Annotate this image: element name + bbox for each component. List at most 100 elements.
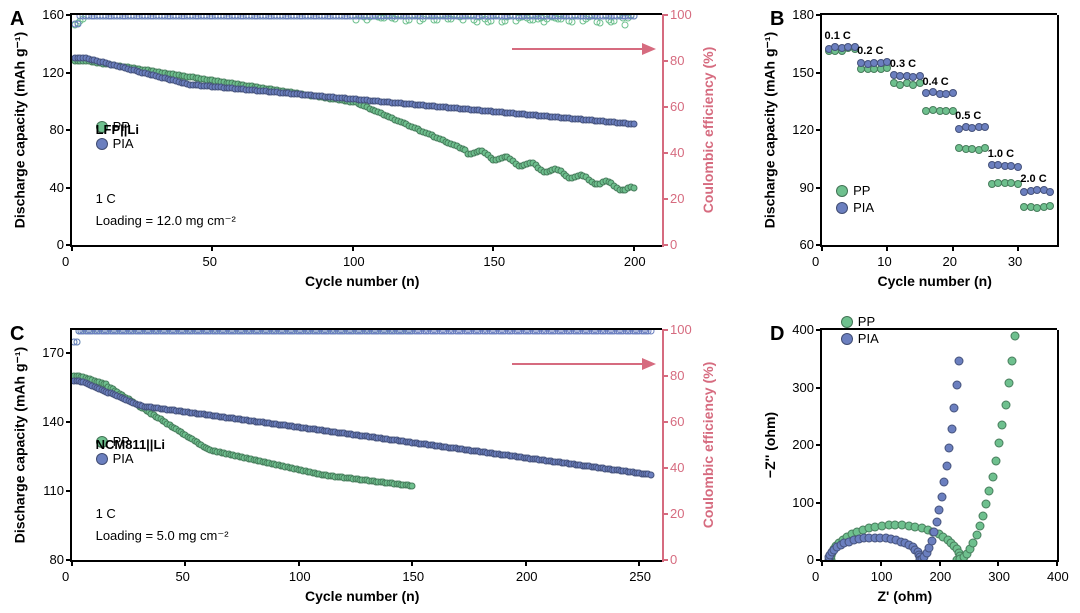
rate-label: 2.0 C — [1020, 173, 1046, 185]
legend-marker-icon — [841, 316, 853, 328]
arrow-indicator — [512, 363, 642, 365]
y-tick-label: 170 — [42, 345, 64, 360]
data-point — [981, 123, 989, 131]
data-point — [942, 462, 951, 471]
data-point — [569, 18, 576, 25]
data-point — [1014, 163, 1022, 171]
x-tick-label: 100 — [289, 569, 311, 584]
data-point — [630, 121, 637, 128]
data-point — [622, 22, 629, 29]
arrow-indicator — [512, 48, 642, 50]
x-tick-label: 30 — [1008, 254, 1022, 269]
x-tick-label: 0 — [812, 254, 819, 269]
x-tick-label: 400 — [1047, 569, 1069, 584]
panel-d-label: D — [770, 323, 784, 346]
data-point — [647, 471, 654, 478]
x-tick-label: 0 — [812, 569, 819, 584]
y-tick-label: 80 — [50, 552, 64, 567]
y2-tick-label: 60 — [670, 414, 684, 429]
legend-marker-icon — [96, 138, 108, 150]
panel-a-plot: 05010015020004080120160020406080100PPPIA… — [70, 15, 662, 247]
y2-tick-label: 40 — [670, 460, 684, 475]
figure: A B C D 05010015020004080120160020406080… — [0, 0, 1080, 613]
panel-a-label: A — [10, 8, 24, 31]
x-tick-label: 300 — [988, 569, 1010, 584]
data-point — [1046, 188, 1054, 196]
rate-label: 0.5 C — [955, 110, 981, 122]
y2-tick-label: 40 — [670, 145, 684, 160]
data-point — [972, 531, 981, 540]
legend-item: PP — [836, 183, 874, 198]
legend-item: PIA — [841, 331, 879, 346]
y2-tick-label: 100 — [670, 7, 692, 22]
y2-tick-label: 20 — [670, 191, 684, 206]
legend-marker-icon — [836, 202, 848, 214]
data-point — [927, 536, 936, 545]
y2-tick-label: 0 — [670, 552, 677, 567]
plot-annotation: Loading = 12.0 mg cm⁻² — [96, 213, 236, 229]
x-tick-label: 50 — [175, 569, 189, 584]
panel-c-xlabel: Cycle number (n) — [305, 588, 419, 604]
data-point — [952, 381, 961, 390]
panel-d-plot: 01002003004000100200300400PPPIA — [820, 330, 1057, 562]
data-point — [1011, 332, 1020, 341]
panel-b-label: B — [770, 8, 784, 31]
data-point — [73, 338, 80, 345]
data-point — [998, 420, 1007, 429]
plot-annotation: 1 C — [96, 506, 116, 521]
y-tick-label: 150 — [792, 65, 814, 80]
rate-label: 0.2 C — [857, 45, 883, 57]
y2-tick-label: 100 — [670, 322, 692, 337]
data-point — [975, 522, 984, 531]
legend-item: PP — [841, 314, 879, 329]
panel-d-xlabel: Z' (ohm) — [878, 588, 933, 604]
data-point — [1001, 400, 1010, 409]
data-point — [932, 517, 941, 526]
data-point — [930, 528, 939, 537]
plot-annotation: Loading = 5.0 mg cm⁻² — [96, 528, 229, 544]
panel-c-plot: 05010015020025080110140170020406080100PP… — [70, 330, 662, 562]
legend-label: PIA — [113, 136, 134, 151]
x-tick-label: 200 — [624, 254, 646, 269]
plot-annotation: LFP||Li — [96, 122, 139, 137]
panel-b-ylabel-left: Discharge capacity (mAh g⁻¹) — [762, 32, 779, 228]
data-point — [949, 89, 957, 97]
panel-b-plot: 0.1 C0.2 C0.3 C0.4 C0.5 C1.0 C2.0 C 0102… — [820, 15, 1057, 247]
y2-tick-label: 20 — [670, 506, 684, 521]
x-tick-label: 150 — [402, 569, 424, 584]
y-tick-label: 90 — [800, 180, 814, 195]
legend: PP PIA — [836, 183, 874, 217]
y2-tick-label: 0 — [670, 237, 677, 252]
data-point — [935, 506, 944, 515]
y-tick-label: 140 — [42, 414, 64, 429]
y-tick-label: 60 — [800, 237, 814, 252]
x-tick-label: 100 — [871, 569, 893, 584]
data-point — [940, 478, 949, 487]
y-tick-label: 120 — [792, 122, 814, 137]
data-point — [647, 330, 654, 334]
y-tick-label: 110 — [43, 483, 64, 498]
legend-item: PIA — [96, 451, 134, 466]
data-point — [1046, 202, 1054, 210]
data-point — [985, 487, 994, 496]
panel-c-label: C — [10, 323, 24, 346]
arrow-head-icon — [642, 43, 656, 55]
arrow-head-icon — [642, 358, 656, 370]
plot-annotation: 1 C — [96, 191, 116, 206]
panel-a-ylabel-left: Discharge capacity (mAh g⁻¹) — [12, 32, 29, 228]
data-point — [1008, 356, 1017, 365]
legend: PP PIA — [841, 314, 879, 348]
data-point — [991, 456, 1000, 465]
rate-label: 0.4 C — [922, 76, 948, 88]
legend-label: PP — [853, 183, 870, 198]
legend-label: PIA — [853, 200, 874, 215]
panel-a-ylabel-right: Coulombic efficiency (%) — [700, 47, 716, 213]
y-tick-label: 160 — [42, 7, 64, 22]
panel-d-ylabel-left: −Z'' (ohm) — [762, 412, 778, 478]
y-tick-label: 40 — [50, 180, 64, 195]
x-tick-label: 0 — [62, 254, 69, 269]
data-point — [945, 444, 954, 453]
x-tick-label: 20 — [943, 254, 957, 269]
rate-label: 0.1 C — [825, 30, 851, 42]
legend-item: PIA — [96, 136, 134, 151]
